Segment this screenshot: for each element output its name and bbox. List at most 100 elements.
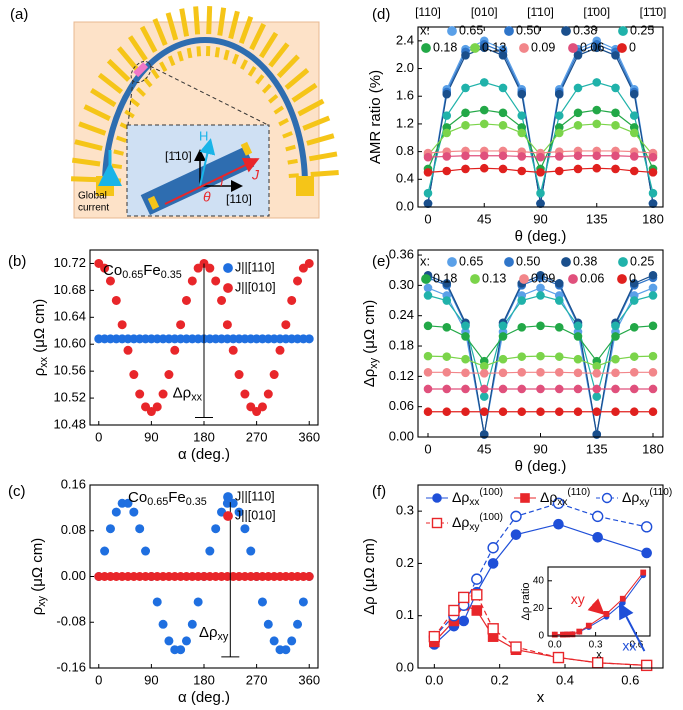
legend-label: 0.09 (531, 40, 555, 54)
y-tick-label: 20 (533, 603, 545, 614)
marker (263, 619, 273, 629)
plot-frame (417, 249, 664, 438)
marker (146, 407, 156, 417)
electrode (71, 157, 101, 167)
marker (629, 323, 639, 332)
marker (591, 510, 604, 523)
panel-label: (f) (372, 483, 386, 500)
text-part: (110) (649, 487, 672, 498)
marker (554, 407, 564, 417)
electrode (308, 151, 338, 162)
marker (554, 128, 564, 138)
y-tick-label: 2.4 (396, 32, 414, 47)
legend-marker (618, 257, 628, 267)
text-part: ρ (29, 607, 46, 616)
legend-label: 0.06 (580, 271, 604, 285)
annotation: Co0.65Fe0.35 (128, 489, 207, 508)
marker (592, 163, 602, 173)
marker (479, 384, 489, 394)
marker (423, 368, 433, 377)
legend-title: x: (420, 253, 430, 268)
marker (498, 407, 508, 417)
marker (442, 296, 452, 305)
marker (94, 258, 104, 268)
electrode (278, 117, 289, 127)
electrode (285, 144, 296, 152)
electrode (111, 163, 123, 170)
marker (442, 368, 452, 377)
plot-frame (89, 249, 319, 426)
marker (536, 351, 545, 361)
electrode (310, 170, 339, 177)
legend-label: 0.25 (630, 254, 654, 268)
marker (193, 597, 203, 607)
electrode (74, 139, 103, 151)
electrode (106, 58, 131, 82)
marker (442, 166, 452, 176)
hall-bar-arc (102, 37, 308, 186)
electrode (127, 35, 148, 62)
x-tick-label: 0.6 (621, 672, 639, 687)
marker (648, 291, 658, 300)
marker (246, 402, 256, 412)
marker (611, 121, 620, 130)
marker (573, 332, 583, 341)
text-part: ρ (31, 368, 48, 377)
electrode (83, 104, 111, 122)
marker (517, 111, 527, 120)
marker (629, 89, 639, 99)
marker (592, 43, 602, 53)
electrode (276, 54, 300, 79)
marker (629, 279, 639, 288)
marker (228, 498, 238, 508)
marker (648, 283, 658, 293)
marker (252, 407, 262, 417)
marker (442, 352, 452, 361)
legend-marker (431, 517, 443, 529)
panel-label: (d) (372, 6, 390, 23)
marker (498, 164, 508, 174)
x-tick-label: 0.0 (548, 640, 562, 651)
text-part: xy (639, 497, 650, 508)
marker (304, 334, 314, 344)
text-part: xx (38, 356, 50, 367)
electrode (124, 109, 135, 119)
marker (135, 389, 145, 399)
device-spot (133, 62, 149, 78)
marker (263, 389, 273, 399)
marker (461, 332, 470, 341)
electrode (291, 82, 318, 103)
marker (423, 152, 433, 162)
electrode (97, 72, 124, 95)
y-tick-label: 10.68 (53, 282, 86, 297)
legend-marker (470, 274, 480, 284)
marker (498, 51, 508, 60)
marker (554, 384, 564, 394)
text-part: Fe (168, 489, 186, 506)
x-axis-label: θ (deg.) (515, 458, 567, 475)
x-tick-label: 0 (424, 211, 431, 226)
axis-label: [110] (226, 192, 252, 206)
text-part: (110) (567, 487, 590, 498)
marker (611, 407, 620, 417)
marker (603, 611, 610, 617)
marker (461, 384, 470, 394)
y-tick-label: 0.3 (396, 503, 414, 518)
marker (592, 384, 602, 394)
marker (170, 345, 180, 355)
y-tick-label: 10.60 (53, 336, 86, 351)
x-tick-label: 0 (95, 672, 102, 687)
marker (423, 384, 433, 394)
legend-label: J||[010] (235, 508, 276, 522)
y-tick-label: 0.24 (389, 307, 414, 322)
marker (442, 111, 452, 120)
legend-marker (568, 274, 578, 284)
marker (234, 370, 244, 380)
marker (187, 276, 197, 286)
legend-label: 0.09 (531, 271, 555, 285)
electrode (159, 61, 168, 73)
marker (246, 546, 256, 556)
marker (552, 497, 565, 509)
legend-marker (561, 26, 571, 36)
marker (479, 369, 489, 378)
